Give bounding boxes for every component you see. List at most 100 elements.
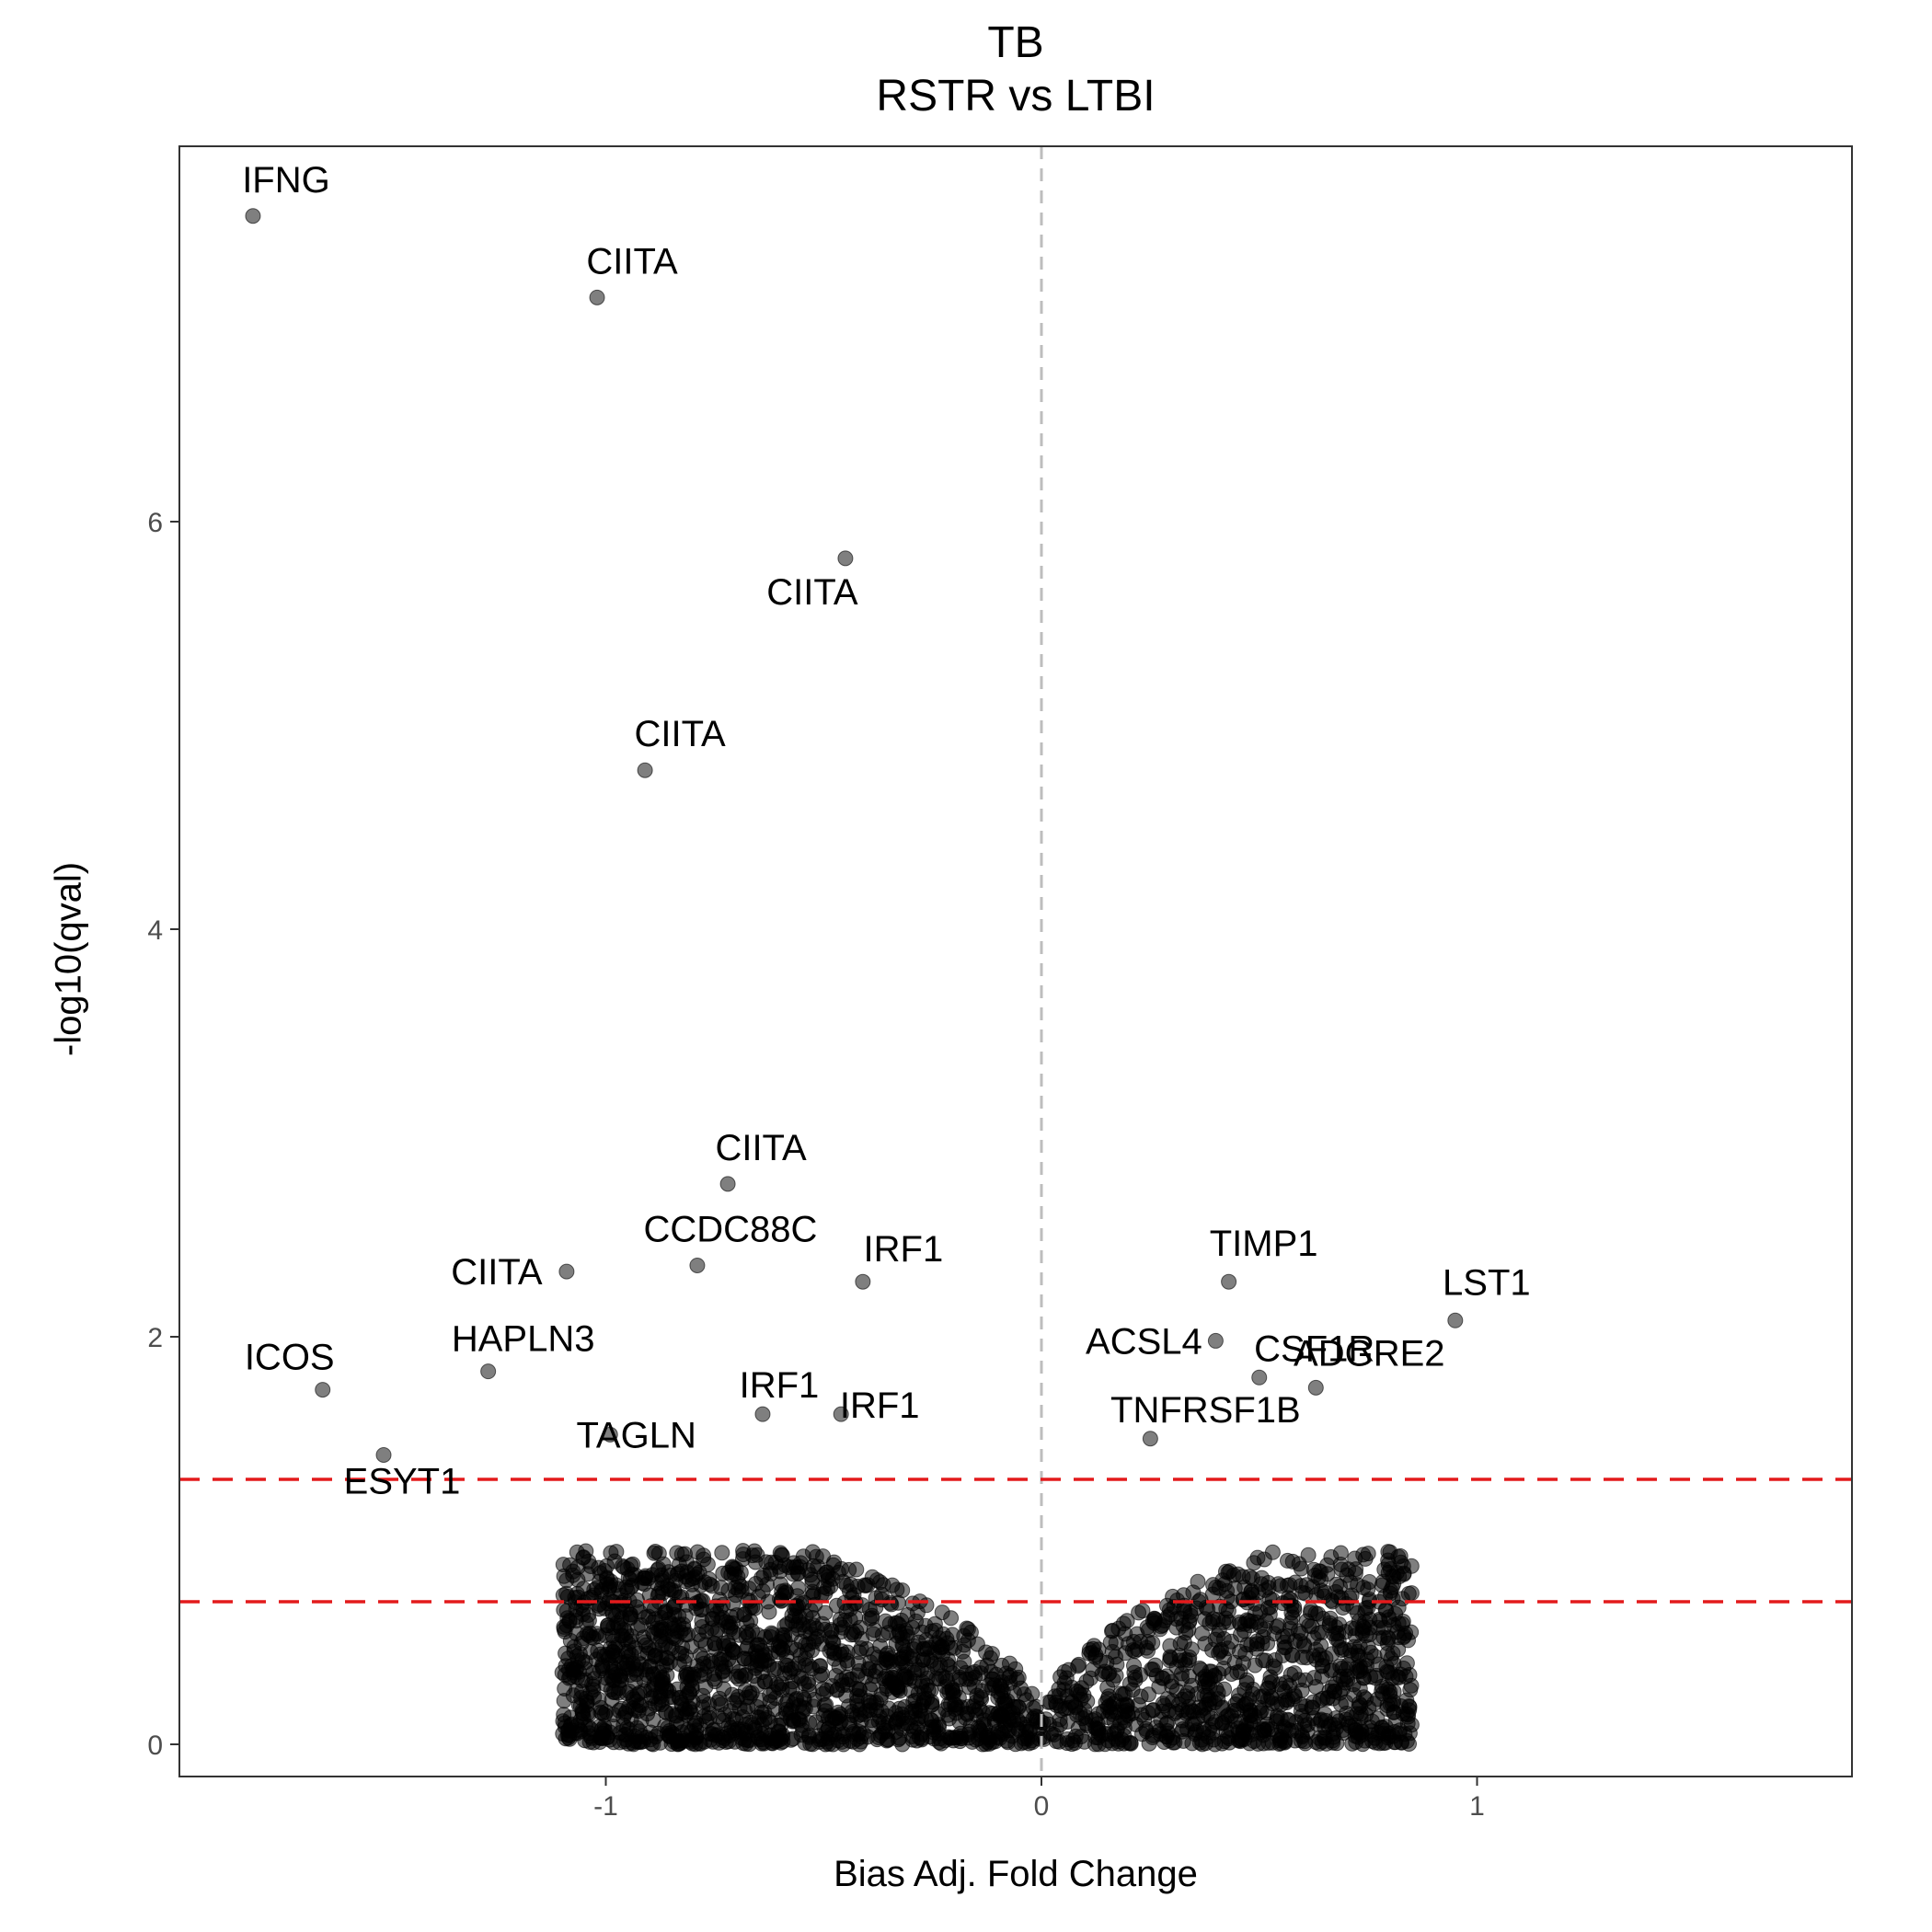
data-point (916, 1691, 932, 1708)
gene-label: CIITA (451, 1252, 543, 1293)
labeled-point (689, 1257, 706, 1273)
data-point (1381, 1728, 1397, 1744)
data-point (1267, 1652, 1283, 1668)
data-point (650, 1696, 667, 1712)
data-point (1202, 1615, 1218, 1631)
data-point (838, 1577, 855, 1593)
labeled-point (855, 1273, 871, 1290)
data-point (661, 1728, 677, 1744)
data-point (574, 1684, 590, 1700)
data-point (1259, 1720, 1275, 1737)
data-point (615, 1717, 632, 1733)
data-point (1224, 1666, 1240, 1682)
data-point (857, 1578, 874, 1594)
data-point (960, 1632, 976, 1649)
data-point (753, 1570, 770, 1586)
data-point (1024, 1732, 1041, 1749)
data-point (1180, 1622, 1197, 1639)
data-point (582, 1644, 599, 1661)
data-point (967, 1663, 983, 1680)
data-point (972, 1689, 989, 1706)
data-point (558, 1617, 575, 1634)
data-point (1046, 1727, 1062, 1742)
data-point (1369, 1710, 1386, 1727)
x-tick-label: -1 (593, 1791, 618, 1822)
data-point (778, 1649, 795, 1665)
data-point (677, 1648, 694, 1664)
data-point (626, 1691, 642, 1708)
labeled-point (315, 1382, 331, 1398)
data-point (1294, 1682, 1310, 1698)
data-point (1090, 1721, 1107, 1738)
data-point (1181, 1649, 1198, 1665)
data-point (869, 1650, 886, 1666)
data-point (1366, 1696, 1382, 1712)
data-point (622, 1606, 638, 1623)
y-tick-label: 2 (147, 1323, 163, 1353)
gene-label: CIITA (586, 241, 678, 282)
data-point (1397, 1668, 1414, 1685)
data-point (714, 1545, 730, 1561)
data-point (914, 1731, 930, 1748)
data-point (1315, 1690, 1331, 1707)
data-point (1311, 1735, 1328, 1752)
data-point (661, 1581, 677, 1597)
data-point (559, 1727, 576, 1743)
data-point (1334, 1660, 1351, 1676)
data-point (1190, 1573, 1206, 1590)
data-point (1211, 1645, 1227, 1662)
gene-label: HAPLN3 (452, 1319, 595, 1360)
data-point (777, 1696, 794, 1712)
data-point (739, 1615, 755, 1631)
data-point (1294, 1584, 1311, 1601)
data-point (919, 1670, 936, 1686)
data-point (830, 1732, 846, 1749)
data-point (618, 1704, 635, 1720)
gene-label: IRF1 (840, 1386, 920, 1426)
data-point (1145, 1702, 1162, 1719)
data-point (1382, 1544, 1398, 1560)
data-point (568, 1602, 584, 1617)
labeled-point (719, 1176, 736, 1192)
data-point (692, 1647, 708, 1663)
data-point (900, 1607, 915, 1623)
y-tick-label: 4 (147, 915, 163, 946)
x-tick-label: 1 (1469, 1791, 1485, 1822)
data-point (604, 1606, 621, 1623)
data-point (1260, 1734, 1277, 1751)
data-point (710, 1734, 727, 1751)
data-point (599, 1570, 615, 1587)
data-point (1363, 1644, 1379, 1661)
data-point (1379, 1645, 1396, 1662)
data-point (1276, 1634, 1293, 1650)
data-point (740, 1650, 756, 1667)
labeled-point (245, 208, 261, 224)
data-point (775, 1733, 791, 1750)
y-tick-label: 0 (147, 1731, 163, 1761)
data-point (986, 1711, 1003, 1728)
data-point (849, 1697, 866, 1714)
data-point (1382, 1687, 1398, 1704)
data-point (688, 1715, 705, 1731)
data-point (1076, 1702, 1093, 1719)
data-point (1116, 1728, 1133, 1744)
data-point (1401, 1698, 1417, 1714)
data-point (1235, 1569, 1251, 1585)
data-point (627, 1662, 644, 1678)
gene-label: TIMP1 (1210, 1224, 1318, 1264)
data-point (738, 1735, 754, 1752)
data-point (995, 1726, 1011, 1742)
data-point (581, 1733, 598, 1750)
gene-label: IFNG (242, 160, 330, 201)
data-point (1282, 1666, 1299, 1683)
data-point (979, 1734, 995, 1751)
gene-label: IRF1 (864, 1229, 944, 1270)
data-point (1117, 1626, 1133, 1642)
data-point (1352, 1697, 1369, 1714)
data-point (1006, 1685, 1022, 1701)
gene-label: TNFRSF1B (1110, 1390, 1301, 1431)
data-point (923, 1652, 939, 1669)
data-point (1152, 1621, 1168, 1638)
data-point (562, 1557, 579, 1573)
data-point (1236, 1623, 1252, 1639)
